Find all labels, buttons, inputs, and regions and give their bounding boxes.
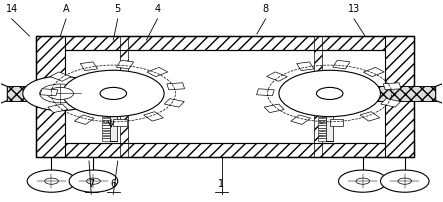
Polygon shape <box>330 119 343 127</box>
Bar <box>5 86 120 102</box>
Bar <box>102 118 110 120</box>
Polygon shape <box>291 115 311 125</box>
Bar <box>318 136 326 138</box>
Polygon shape <box>117 61 134 69</box>
Bar <box>36 143 414 157</box>
Polygon shape <box>297 63 314 71</box>
Text: 13: 13 <box>348 4 360 14</box>
Text: 7: 7 <box>88 178 94 188</box>
Polygon shape <box>80 63 97 71</box>
Bar <box>102 131 110 133</box>
Circle shape <box>27 170 76 192</box>
Bar <box>326 115 333 141</box>
Circle shape <box>338 170 387 192</box>
Bar <box>318 134 326 136</box>
Polygon shape <box>167 83 185 90</box>
Bar <box>318 139 326 141</box>
Polygon shape <box>144 112 163 121</box>
Bar <box>318 121 326 123</box>
Circle shape <box>47 88 74 100</box>
Bar <box>318 123 326 125</box>
Bar <box>102 115 110 118</box>
Text: 4: 4 <box>155 4 160 14</box>
Text: 14: 14 <box>6 4 18 14</box>
Bar <box>102 121 110 123</box>
Bar <box>318 128 326 130</box>
Polygon shape <box>435 83 443 105</box>
Bar <box>322 86 438 102</box>
Bar <box>120 37 128 157</box>
Bar <box>318 118 326 120</box>
Circle shape <box>356 178 369 184</box>
Text: A: A <box>63 4 70 14</box>
Text: 5: 5 <box>115 4 121 14</box>
Polygon shape <box>48 105 68 113</box>
Polygon shape <box>363 68 384 77</box>
Polygon shape <box>264 105 284 113</box>
Polygon shape <box>147 68 168 77</box>
Bar <box>36 37 414 51</box>
Circle shape <box>381 170 429 192</box>
Polygon shape <box>113 119 127 127</box>
Circle shape <box>62 71 164 117</box>
Polygon shape <box>360 112 380 121</box>
Text: 8: 8 <box>263 4 269 14</box>
Bar <box>314 37 322 157</box>
Circle shape <box>398 178 412 184</box>
Bar <box>102 126 110 128</box>
Bar <box>102 128 110 130</box>
Bar <box>318 126 326 128</box>
Circle shape <box>23 77 98 111</box>
Circle shape <box>40 85 81 103</box>
Polygon shape <box>74 115 94 125</box>
Polygon shape <box>381 99 401 108</box>
Bar <box>102 136 110 138</box>
Bar <box>102 123 110 125</box>
Circle shape <box>87 178 100 184</box>
Polygon shape <box>256 89 274 96</box>
Bar <box>36 37 65 157</box>
Polygon shape <box>383 83 401 90</box>
Circle shape <box>279 71 381 117</box>
Text: 1: 1 <box>218 178 225 188</box>
Bar <box>36 37 414 157</box>
Bar <box>385 37 414 157</box>
Bar <box>110 115 117 141</box>
Polygon shape <box>164 99 184 108</box>
Circle shape <box>69 170 118 192</box>
Bar <box>102 139 110 141</box>
Text: 6: 6 <box>110 178 117 188</box>
Polygon shape <box>333 61 350 69</box>
Bar <box>318 115 326 118</box>
Circle shape <box>45 178 58 184</box>
Bar <box>102 134 110 136</box>
Polygon shape <box>50 73 71 82</box>
Polygon shape <box>267 73 288 82</box>
Bar <box>318 131 326 133</box>
Polygon shape <box>0 83 8 105</box>
Bar <box>65 51 385 143</box>
Circle shape <box>316 88 343 100</box>
Polygon shape <box>40 89 58 96</box>
Circle shape <box>100 88 127 100</box>
